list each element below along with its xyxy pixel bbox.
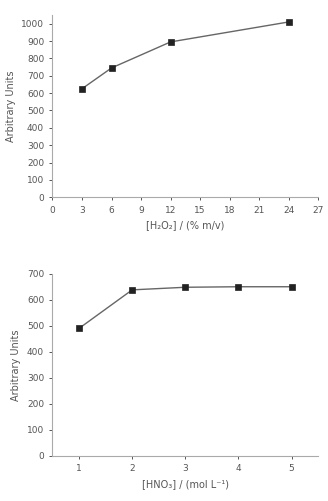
- X-axis label: [H₂O₂] / (% m/v): [H₂O₂] / (% m/v): [146, 220, 224, 230]
- X-axis label: [HNO₃] / (mol L⁻¹): [HNO₃] / (mol L⁻¹): [142, 479, 229, 489]
- Y-axis label: Arbitrary Units: Arbitrary Units: [11, 329, 21, 401]
- Y-axis label: Arbitrary Units: Arbitrary Units: [6, 70, 16, 142]
